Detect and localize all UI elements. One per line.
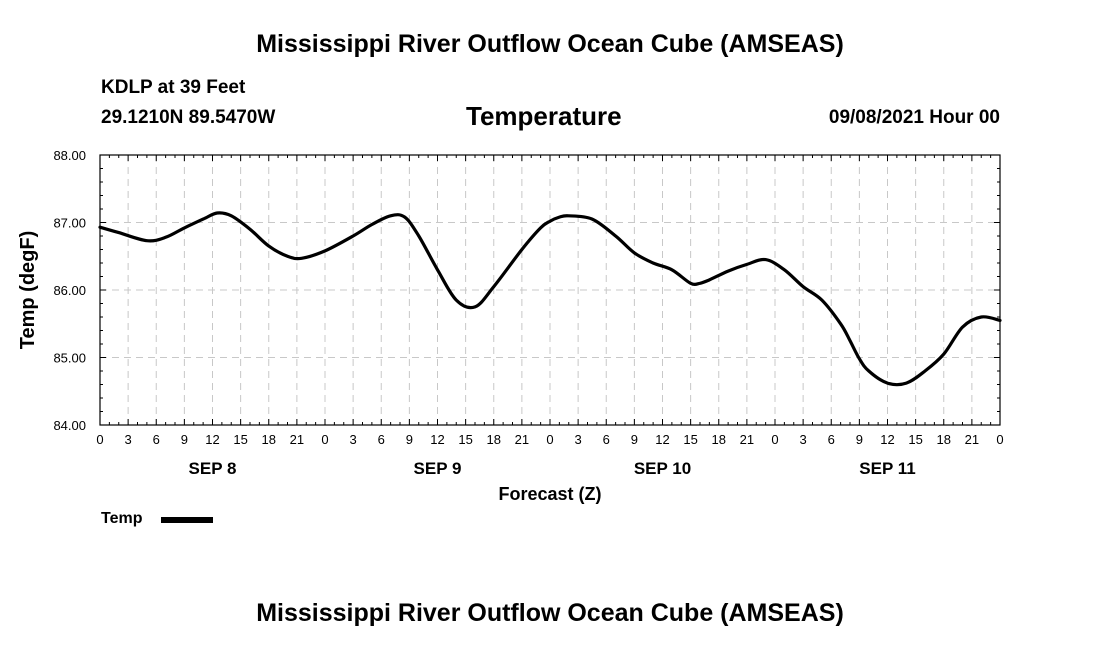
y-tick-label: 87.00 xyxy=(53,216,86,231)
x-tick-label: 15 xyxy=(458,432,472,447)
x-tick-label: 0 xyxy=(996,432,1003,447)
x-tick-label: 21 xyxy=(965,432,979,447)
x-tick-label: 9 xyxy=(856,432,863,447)
day-label: SEP 11 xyxy=(859,459,915,478)
legend-swatch xyxy=(161,517,213,523)
x-tick-label: 15 xyxy=(908,432,922,447)
day-label: SEP 8 xyxy=(189,459,237,478)
x-tick-label: 12 xyxy=(880,432,894,447)
x-tick-label: 0 xyxy=(96,432,103,447)
coordinates-label: 29.1210N 89.5470W xyxy=(101,107,276,128)
y-tick-label: 84.00 xyxy=(53,418,86,433)
x-tick-label: 6 xyxy=(378,432,385,447)
x-tick-label: 0 xyxy=(321,432,328,447)
main-title: Mississippi River Outflow Ocean Cube (AM… xyxy=(256,30,844,58)
x-tick-label: 12 xyxy=(655,432,669,447)
x-tick-label: 9 xyxy=(631,432,638,447)
day-label: SEP 10 xyxy=(634,459,691,478)
station-label: KDLP at 39 Feet xyxy=(101,77,246,98)
x-tick-label: 3 xyxy=(350,432,357,447)
y-tick-label: 85.00 xyxy=(53,351,86,366)
x-tick-label: 6 xyxy=(153,432,160,447)
x-axis-label: Forecast (Z) xyxy=(498,484,601,504)
x-tick-label: 21 xyxy=(515,432,529,447)
x-tick-label: 18 xyxy=(712,432,726,447)
x-tick-label: 3 xyxy=(125,432,132,447)
x-tick-label: 12 xyxy=(430,432,444,447)
legend-label: Temp xyxy=(101,510,143,527)
day-label: SEP 9 xyxy=(414,459,462,478)
footer-title: Mississippi River Outflow Ocean Cube (AM… xyxy=(256,599,844,627)
temp-series-line xyxy=(98,211,1002,387)
x-tick-label: 0 xyxy=(771,432,778,447)
x-tick-label: 21 xyxy=(290,432,304,447)
forecast-datetime: 09/08/2021 Hour 00 xyxy=(828,107,1000,128)
x-tick-label: 12 xyxy=(205,432,219,447)
x-tick-label: 9 xyxy=(181,432,188,447)
x-tick-label: 3 xyxy=(575,432,582,447)
x-tick-label: 15 xyxy=(683,432,697,447)
y-tick-label: 88.00 xyxy=(53,148,86,163)
x-tick-label: 6 xyxy=(603,432,610,447)
x-tick-label: 18 xyxy=(487,432,501,447)
x-tick-label: 6 xyxy=(828,432,835,447)
x-tick-label: 9 xyxy=(406,432,413,447)
y-tick-label: 86.00 xyxy=(53,283,86,298)
x-tick-label: 15 xyxy=(233,432,247,447)
x-tick-label: 3 xyxy=(800,432,807,447)
y-axis-label: Temp (degF) xyxy=(17,231,39,350)
x-tick-label: 21 xyxy=(740,432,754,447)
x-tick-label: 18 xyxy=(937,432,951,447)
x-tick-label: 0 xyxy=(546,432,553,447)
x-tick-label: 18 xyxy=(262,432,276,447)
chart-title: Temperature xyxy=(466,101,622,131)
